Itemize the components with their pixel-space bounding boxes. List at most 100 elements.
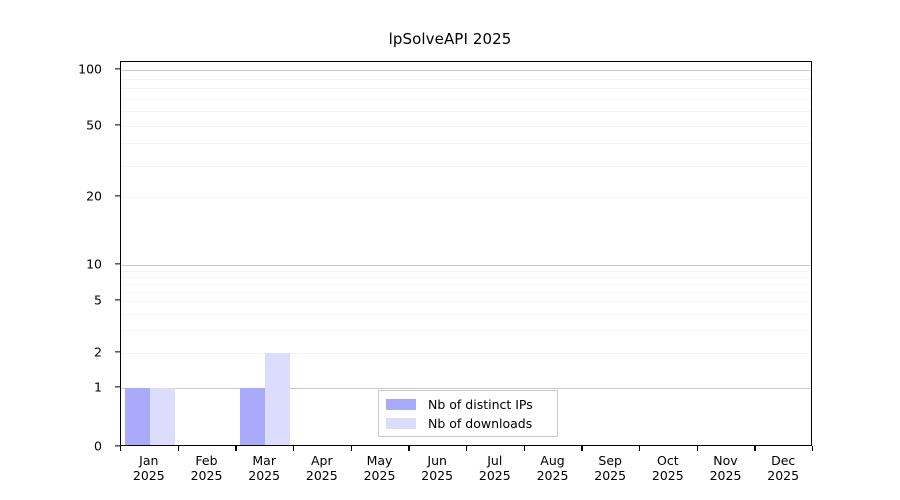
x-axis-tick-label-line: 2025 — [363, 468, 396, 483]
gridline-major — [121, 353, 811, 354]
x-axis-tick-mark — [120, 446, 122, 451]
x-axis-tick-label-line: Feb — [195, 453, 218, 468]
x-axis-tick-label: May 2025 — [350, 453, 410, 483]
bars — [121, 62, 811, 445]
x-axis-tick-label: Oct 2025 — [638, 453, 698, 483]
x-axis-tick-label: Apr 2025 — [292, 453, 352, 483]
x-axis-tick-label: Dec 2025 — [753, 453, 813, 483]
x-axis-tick-mark — [235, 446, 237, 451]
legend-item-downloads: Nb of downloads — [386, 415, 550, 431]
legend-label: Nb of downloads — [428, 415, 533, 431]
y-axis-tick-mark — [115, 386, 120, 388]
y-axis-tick-label: 5 — [94, 292, 102, 308]
x-axis-tick-mark — [812, 446, 814, 451]
plot-area — [120, 61, 812, 446]
x-axis-tick-label-line: 2025 — [421, 468, 454, 483]
x-axis-tick-label-line: Aug — [540, 453, 565, 468]
gridline — [121, 165, 811, 167]
legend-swatch-icon — [386, 398, 416, 410]
x-axis-tick-label: Jun 2025 — [407, 453, 467, 483]
gridline — [121, 313, 811, 315]
y-axis-tick-mark — [115, 263, 120, 265]
y-axis-tick-label: 0 — [94, 438, 102, 454]
legend-swatch-icon — [386, 417, 416, 429]
y-axis-tick-label: 2 — [94, 344, 102, 360]
x-axis-tick-label-line: 2025 — [305, 468, 338, 483]
gridline — [121, 276, 811, 278]
x-axis-tick-label: Jul 2025 — [465, 453, 525, 483]
x-axis-tick-label-line: 2025 — [478, 468, 511, 483]
x-axis-tick-label-line: Jul — [487, 453, 503, 468]
gridline-major — [121, 126, 811, 127]
legend-item-distinct-ips: Nb of distinct IPs — [386, 396, 550, 412]
x-axis-tick-label-line: Dec — [771, 453, 796, 468]
x-axis-tick-label-line: 2025 — [594, 468, 627, 483]
x-axis-tick-label: Feb 2025 — [177, 453, 237, 483]
y-axis-tick-mark — [115, 351, 120, 353]
gridline — [121, 78, 811, 80]
gridline — [121, 283, 811, 285]
x-axis-tick-label-line: 2025 — [190, 468, 223, 483]
x-axis-tick-mark — [639, 446, 641, 451]
x-axis-tick-label-line: 2025 — [651, 468, 684, 483]
gridline-major — [121, 388, 811, 389]
x-axis-tick-label-line: May — [366, 453, 393, 468]
x-axis-tick-label-line: Mar — [252, 453, 276, 468]
bar — [265, 353, 291, 445]
y-axis-tick-mark — [115, 124, 120, 126]
x-axis-tick-mark — [581, 446, 583, 451]
x-axis-tick-mark — [408, 446, 410, 451]
x-axis-tick-label-line: Jan — [139, 453, 159, 468]
x-axis-tick-label-line: Sep — [598, 453, 622, 468]
x-axis-tick-label: Nov 2025 — [696, 453, 756, 483]
gridline — [121, 270, 811, 272]
x-axis-tick-label-line: Nov — [713, 453, 738, 468]
x-axis-tick-label: Mar 2025 — [234, 453, 294, 483]
gridline — [121, 88, 811, 89]
x-axis-tick-label-line: Oct — [656, 453, 679, 468]
y-axis-tick-mark — [115, 68, 120, 70]
chart-title: lpSolveAPI 2025 — [388, 30, 512, 48]
gridline — [121, 291, 811, 293]
x-axis-tick-mark — [466, 446, 468, 451]
y-axis-tick-label: 20 — [86, 188, 102, 204]
x-axis-tick-label: Jan 2025 — [119, 453, 179, 483]
chart-legend: Nb of distinct IPs Nb of downloads — [378, 390, 558, 437]
gridline-major — [121, 265, 811, 266]
x-axis-tick-mark — [350, 446, 352, 451]
y-axis-tick-label: 1 — [94, 379, 102, 395]
gridlines — [121, 62, 811, 445]
x-axis-tick-label-line: 2025 — [132, 468, 165, 483]
gridline-major — [121, 197, 811, 198]
y-axis-tick-label: 100 — [78, 61, 102, 77]
y-axis-tick-label: 50 — [86, 117, 102, 133]
x-axis-tick-label: Sep 2025 — [580, 453, 640, 483]
x-axis-tick-mark — [293, 446, 295, 451]
gridline — [121, 330, 811, 331]
y-axis-tick-mark — [115, 195, 120, 197]
y-axis-tick-mark — [115, 299, 120, 301]
x-axis-tick-label-line: 2025 — [767, 468, 800, 483]
x-axis-tick-label-line: Apr — [310, 453, 333, 468]
y-axis-tick-mark — [115, 445, 120, 447]
gridline-major — [121, 70, 811, 71]
x-axis-tick-label-line: 2025 — [536, 468, 569, 483]
x-axis-tick-label-line: 2025 — [248, 468, 281, 483]
x-axis-tick-mark — [754, 446, 756, 451]
x-axis-tick-label: Aug 2025 — [523, 453, 583, 483]
x-axis-tick-label-line: 2025 — [709, 468, 742, 483]
legend-label: Nb of distinct IPs — [428, 396, 533, 412]
x-axis-tick-mark — [177, 446, 179, 451]
x-axis-tick-mark — [523, 446, 525, 451]
gridline — [121, 98, 811, 100]
gridline — [121, 143, 811, 145]
x-axis-tick-label-line: Jun — [427, 453, 447, 468]
bar — [124, 388, 150, 445]
gridline — [121, 111, 811, 113]
bar — [149, 388, 175, 445]
y-axis-tick-label: 10 — [86, 256, 102, 272]
gridline-major — [121, 301, 811, 302]
x-axis-tick-mark — [696, 446, 698, 451]
bar — [240, 388, 266, 445]
